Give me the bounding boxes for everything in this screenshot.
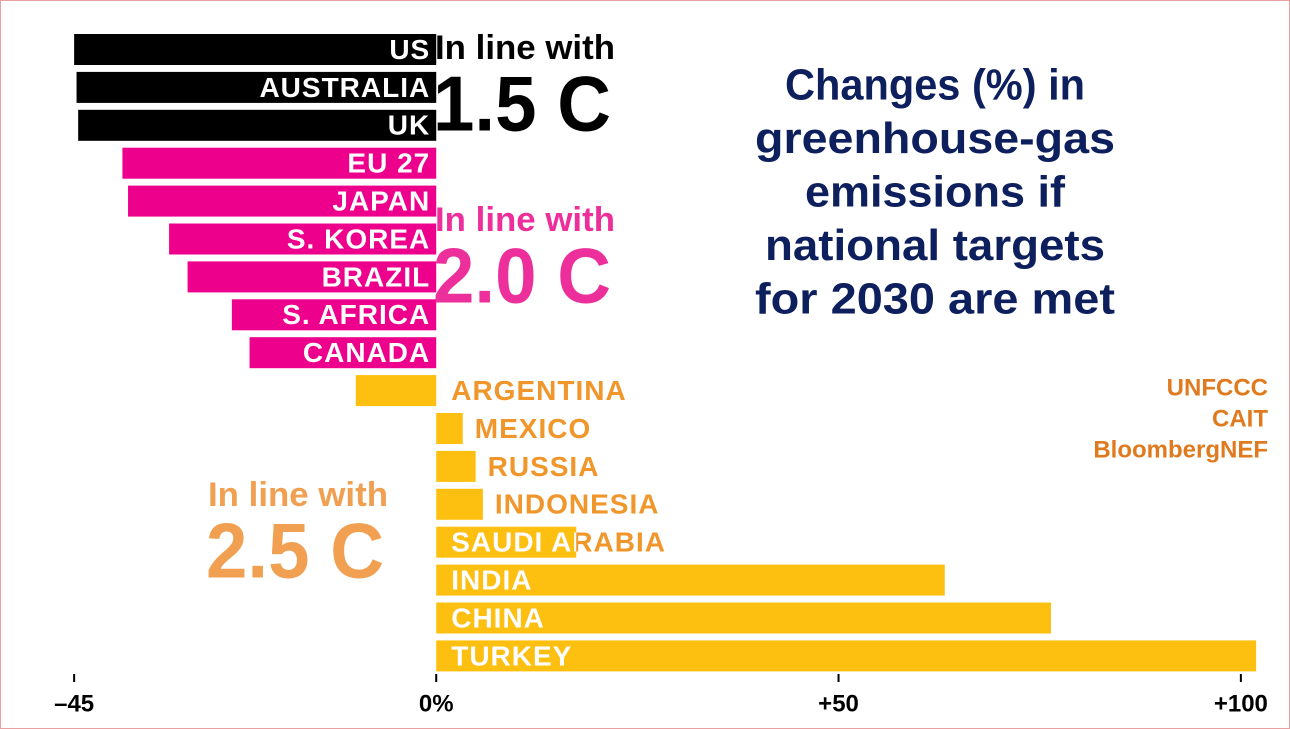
group-level: 2.5 C [206,507,384,595]
bar [187,261,437,293]
bar-label: S. AFRICA [282,299,430,330]
bar [231,299,437,331]
bar [355,375,437,407]
bar-label: TURKEY [451,640,572,671]
source: BloombergNEF [1093,436,1268,463]
x-tick-label: +50 [818,690,859,717]
bar-label: CHINA [451,602,545,633]
bar-label: UK [388,110,430,141]
source: UNFCCC [1167,374,1268,401]
x-tick-label: +100 [1214,690,1268,717]
bar [128,185,437,217]
bar [436,564,945,596]
x-tick-label: 0% [419,690,454,717]
chart-title: emissions if [805,168,1065,217]
bar-label: US [389,34,430,65]
bar [436,488,483,520]
x-tick-label: –45 [54,690,94,717]
bar [436,413,463,444]
bar [436,526,577,558]
bar [78,109,437,141]
chart-title: Changes (%) in [785,61,1085,110]
group-level: 1.5 C [433,60,611,148]
group-label: In line with [208,476,388,514]
bar [76,71,437,103]
bar-label: JAPAN [332,185,430,216]
bar-label: S. KOREA [287,223,430,254]
bar-label: EU 27 [347,148,430,179]
group-label: In line with [435,29,615,67]
bar-label: BRAZIL [322,261,431,292]
source: CAIT [1212,405,1268,432]
bar [74,34,437,65]
bar [122,147,437,179]
bar [436,602,1051,634]
group-level: 2.0 C [433,232,611,320]
bar-label: CHINA [451,602,545,633]
group-label: In line with [435,201,615,239]
bar [169,223,437,255]
bar [436,450,476,482]
bar-label: SAUDI ARABIA [451,527,666,558]
bar-label: CANADA [303,337,430,368]
bar-label: RUSSIA [488,451,600,482]
chart-title: greenhouse-gas [755,114,1115,163]
chart-title: national targets [765,221,1105,270]
bar-label: MEXICO [475,413,591,444]
bar-label: TURKEY [451,640,572,671]
bar-label: AUSTRALIA [259,72,430,103]
bar-label: SAUDI ARABIA [451,527,666,558]
bar-label: ARGENTINA [451,375,626,406]
bar-label: INDIA [451,564,532,595]
bar [249,337,437,369]
chart-title: for 2030 are met [755,275,1115,324]
bar-label: INDIA [451,564,532,595]
bar-label: INDONESIA [495,489,660,520]
bar [436,640,1257,672]
